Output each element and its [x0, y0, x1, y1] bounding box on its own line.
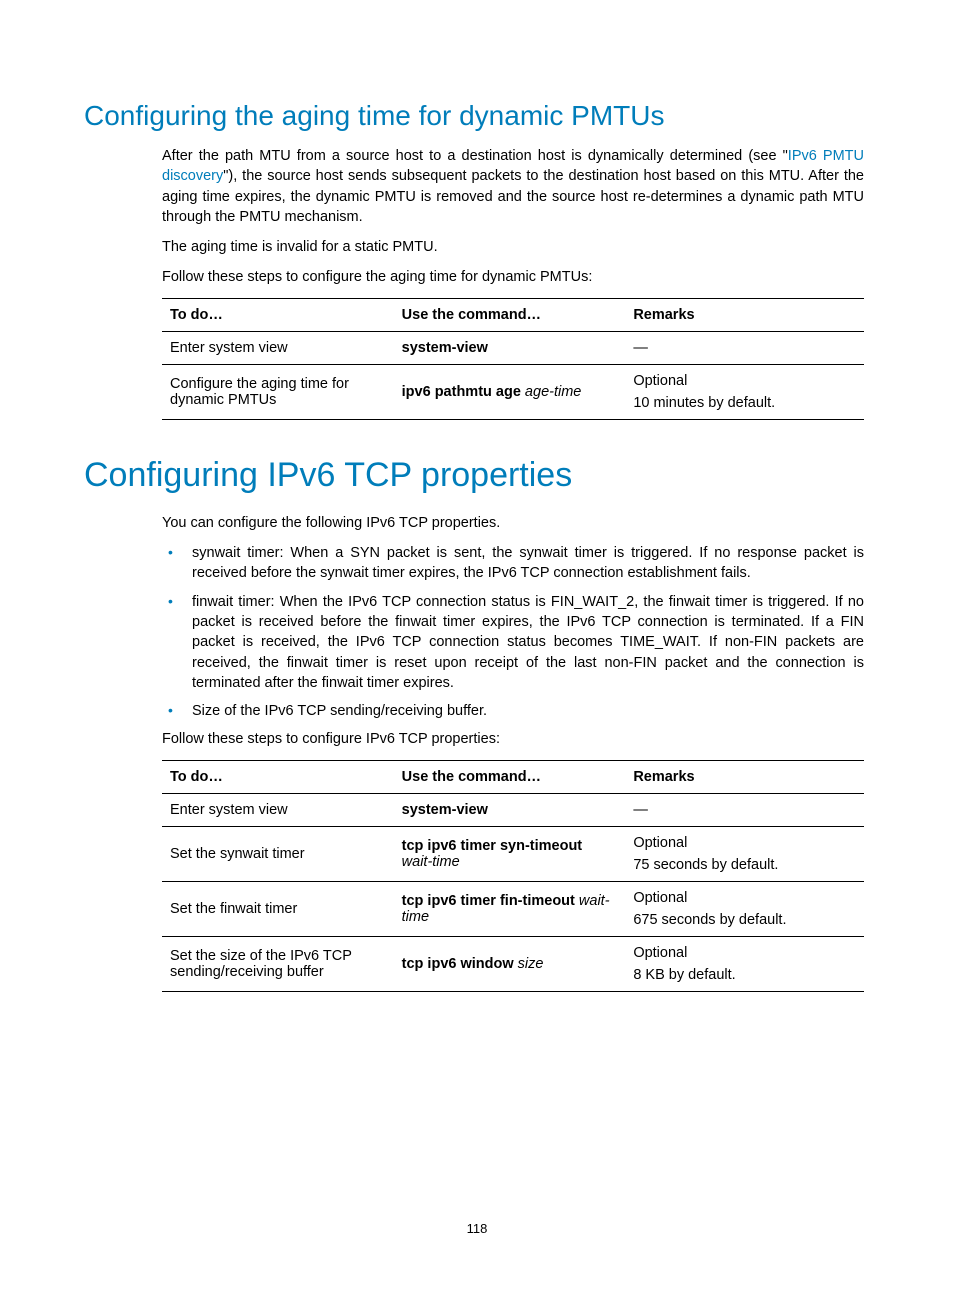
table-row: Set the finwait timer tcp ipv6 timer fin… — [162, 881, 864, 936]
list-item: Size of the IPv6 TCP sending/receiving b… — [162, 701, 864, 721]
table-row: Configure the aging time for dynamic PMT… — [162, 364, 864, 419]
section-heading-tcp: Configuring IPv6 TCP properties — [84, 456, 864, 495]
page-number: 118 — [0, 1221, 954, 1236]
cell-remark: Optional 675 seconds by default. — [625, 881, 864, 936]
table-row: Enter system view system-view — — [162, 331, 864, 364]
section1-para1: After the path MTU from a source host to… — [162, 146, 864, 227]
table-row: Enter system view system-view — — [162, 793, 864, 826]
section1-para3: Follow these steps to configure the agin… — [162, 267, 864, 287]
table-pmtu: To do… Use the command… Remarks Enter sy… — [162, 298, 864, 420]
bullet-list: synwait timer: When a SYN packet is sent… — [162, 543, 864, 721]
cell-remark: Optional 10 minutes by default. — [625, 364, 864, 419]
cell-cmd: system-view — [394, 331, 626, 364]
cell-remark: — — [625, 331, 864, 364]
cell-todo: Enter system view — [162, 331, 394, 364]
cell-remark: Optional 8 KB by default. — [625, 936, 864, 991]
table-row: Set the size of the IPv6 TCP sending/rec… — [162, 936, 864, 991]
cell-todo: Set the synwait timer — [162, 826, 394, 881]
cell-remark: — — [625, 793, 864, 826]
section2-para1: You can configure the following IPv6 TCP… — [162, 513, 864, 533]
table-header: To do… — [162, 298, 394, 331]
text: After the path MTU from a source host to… — [162, 148, 788, 164]
text: "), the source host sends subsequent pac… — [162, 168, 864, 225]
list-item: synwait timer: When a SYN packet is sent… — [162, 543, 864, 584]
table-row: Set the synwait timer tcp ipv6 timer syn… — [162, 826, 864, 881]
table-header: Remarks — [625, 298, 864, 331]
cell-cmd: tcp ipv6 timer syn-timeout wait-time — [394, 826, 626, 881]
table-header: To do… — [162, 760, 394, 793]
cell-cmd: ipv6 pathmtu age age-time — [394, 364, 626, 419]
cell-cmd: system-view — [394, 793, 626, 826]
cell-cmd: tcp ipv6 window size — [394, 936, 626, 991]
cell-todo: Set the size of the IPv6 TCP sending/rec… — [162, 936, 394, 991]
section2-para2: Follow these steps to configure IPv6 TCP… — [162, 729, 864, 749]
table-header: Remarks — [625, 760, 864, 793]
cell-cmd: tcp ipv6 timer fin-timeout wait-time — [394, 881, 626, 936]
cell-remark: Optional 75 seconds by default. — [625, 826, 864, 881]
cell-todo: Set the finwait timer — [162, 881, 394, 936]
section-heading-pmtu: Configuring the aging time for dynamic P… — [84, 100, 864, 132]
cell-todo: Enter system view — [162, 793, 394, 826]
table-header: Use the command… — [394, 760, 626, 793]
cell-todo: Configure the aging time for dynamic PMT… — [162, 364, 394, 419]
table-tcp: To do… Use the command… Remarks Enter sy… — [162, 760, 864, 992]
list-item: finwait timer: When the IPv6 TCP connect… — [162, 592, 864, 693]
table-header: Use the command… — [394, 298, 626, 331]
section1-para2: The aging time is invalid for a static P… — [162, 237, 864, 257]
